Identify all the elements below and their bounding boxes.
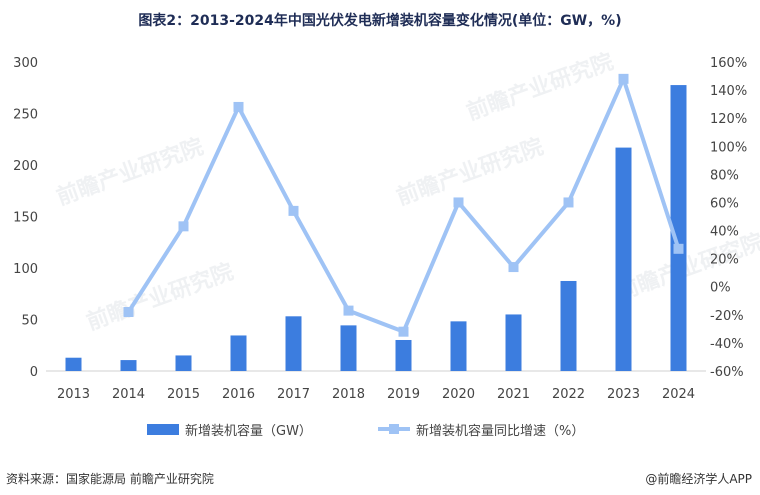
- line-marker: [288, 205, 299, 216]
- line-marker: [563, 197, 574, 208]
- line-marker: [618, 73, 629, 84]
- bar: [175, 355, 192, 371]
- left-y-tick-label: 250: [13, 108, 38, 123]
- line-marker: [123, 307, 134, 318]
- left-y-tick-label: 200: [13, 159, 38, 174]
- x-tick-label: 2023: [607, 387, 640, 402]
- legend-line-label: 新增装机容量同比增速（%）: [416, 423, 584, 439]
- line-marker: [453, 197, 464, 208]
- brand-label: @前瞻经济学人APP: [645, 472, 752, 486]
- left-y-tick-label: 0: [30, 365, 38, 380]
- line-marker: [343, 305, 354, 316]
- line-marker: [508, 262, 519, 273]
- right-y-tick-label: 20%: [710, 253, 739, 268]
- bar: [670, 85, 687, 372]
- bar: [120, 360, 137, 371]
- bar-series: [65, 85, 687, 372]
- bar: [505, 314, 522, 371]
- right-y-tick-label: -20%: [710, 309, 744, 324]
- right-y-axis: -60% -40% -20% 0% 20% 40% 60% 80% 100% 120% 140% 16…: [710, 56, 747, 380]
- right-y-tick-label: 160%: [710, 56, 747, 71]
- left-y-tick-label: 100: [13, 262, 38, 277]
- line-marker: [178, 221, 189, 232]
- x-tick-label: 2016: [222, 387, 255, 402]
- watermark-text: 前瞻产业研究院: [83, 259, 237, 336]
- x-tick-label: 2019: [387, 387, 420, 402]
- x-tick-label: 2014: [112, 387, 145, 402]
- line-marker: [673, 243, 684, 254]
- right-y-tick-label: 40%: [710, 225, 739, 240]
- bar: [340, 325, 357, 371]
- x-tick-label: 2013: [57, 387, 90, 402]
- line-marker: [233, 101, 244, 112]
- left-y-axis: 0 50 100 150 200 250 300: [13, 56, 38, 380]
- legend: 新增装机容量（GW） 新增装机容量同比增速（%）: [147, 423, 584, 439]
- bar: [615, 147, 632, 371]
- bar: [65, 357, 82, 371]
- legend-bar-label: 新增装机容量（GW）: [185, 423, 312, 439]
- right-y-tick-label: 120%: [710, 112, 747, 127]
- left-y-tick-label: 150: [13, 211, 38, 226]
- growth-markers: [123, 73, 684, 337]
- x-tick-label: 2021: [497, 387, 530, 402]
- bar: [285, 316, 302, 371]
- right-y-tick-label: 60%: [710, 196, 739, 211]
- source-note: 资料来源：国家能源局 前瞻产业研究院: [6, 472, 214, 486]
- x-tick-label: 2024: [662, 387, 695, 402]
- bar: [395, 339, 412, 371]
- legend-line-marker: [389, 424, 399, 434]
- x-axis-labels: 2013 2014 2015 2016 2017 2018 2019 2020 2021 2022…: [57, 387, 695, 402]
- x-tick-label: 2015: [167, 387, 200, 402]
- bar: [560, 280, 577, 371]
- watermark-text: 前瞻产业研究院: [463, 49, 617, 126]
- left-y-tick-label: 50: [21, 314, 38, 329]
- x-tick-label: 2020: [442, 387, 475, 402]
- legend-bar-swatch: [147, 424, 179, 435]
- line-marker: [398, 326, 409, 337]
- right-y-tick-label: 100%: [710, 140, 747, 155]
- right-y-tick-label: 80%: [710, 168, 739, 183]
- x-tick-label: 2022: [552, 387, 585, 402]
- bar: [230, 335, 247, 371]
- left-y-tick-label: 300: [13, 56, 38, 71]
- x-tick-label: 2017: [277, 387, 310, 402]
- chart-title: 图表2：2013-2024年中国光伏发电新增装机容量变化情况(单位：GW，%): [138, 13, 622, 29]
- watermark-text: 前瞻产业研究院: [53, 134, 207, 211]
- right-y-tick-label: -60%: [710, 365, 744, 380]
- right-y-tick-label: 0%: [710, 281, 731, 296]
- right-y-tick-label: -40%: [710, 337, 744, 352]
- right-y-tick-label: 140%: [710, 84, 747, 99]
- x-tick-label: 2018: [332, 387, 365, 402]
- bar: [450, 321, 467, 371]
- watermark-text: 前瞻产业研究院: [393, 134, 547, 211]
